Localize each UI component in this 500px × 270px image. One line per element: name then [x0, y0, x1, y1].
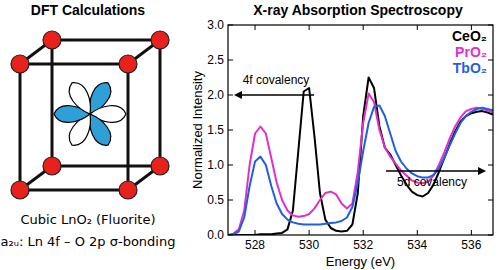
- y-tick: [228, 200, 233, 201]
- x-tick-top: [417, 25, 418, 30]
- y-axis-label: Normalized Intensity: [190, 71, 205, 189]
- y-tick: [228, 165, 233, 166]
- oxygen-atom: [11, 181, 29, 199]
- x-tick-label: 536: [461, 238, 481, 252]
- legend-entry: CeO₂: [452, 28, 487, 44]
- diagram-title: DFT Calculations: [31, 2, 146, 18]
- oxygen-atom: [119, 55, 137, 73]
- y-tick-label: 1.5: [207, 123, 224, 137]
- cube-front-face: [20, 64, 128, 190]
- series-line: [228, 94, 493, 235]
- y-tick-label: 2.5: [207, 53, 224, 67]
- x-tick: [471, 230, 472, 235]
- oxygen-atom: [43, 31, 61, 49]
- cube-back-face: [52, 40, 160, 166]
- y-tick-right: [488, 200, 493, 201]
- legend: CeO₂PrO₂TbO₂: [452, 28, 487, 76]
- oxygen-atom: [119, 181, 137, 199]
- annotation: 4f covalency: [243, 73, 310, 87]
- x-tick: [309, 230, 310, 235]
- y-tick-label: 1.0: [207, 158, 224, 172]
- y-tick-right: [488, 60, 493, 61]
- y-tick: [228, 95, 233, 96]
- x-tick-label: 528: [245, 238, 265, 252]
- x-tick: [363, 230, 364, 235]
- y-tick: [228, 60, 233, 61]
- oxygen-atom: [11, 55, 29, 73]
- x-tick-top: [255, 25, 256, 30]
- annotation-arrow: [386, 170, 484, 171]
- y-tick-label: 2.0: [207, 88, 224, 102]
- diagram-caption: Cubic LnO₂ (Fluorite): [21, 212, 156, 227]
- x-tick: [417, 230, 418, 235]
- oxygen-atom: [43, 157, 61, 175]
- legend-entry: PrO₂: [455, 44, 487, 60]
- y-tick-label: 0.5: [207, 193, 224, 207]
- series-lines: [228, 78, 493, 236]
- legend-entry: TbO₂: [453, 60, 487, 76]
- orbital-lobe: [65, 79, 98, 119]
- x-axis-label: Energy (eV): [326, 254, 395, 269]
- y-tick-label: 0.0: [207, 228, 224, 242]
- x-tick-top: [309, 25, 310, 30]
- figure: DFT Calculations Cubic LnO₂ (Fluorite) a₂ᵤ…: [0, 0, 500, 270]
- annotation-arrow: [236, 94, 314, 95]
- y-tick: [228, 25, 233, 26]
- y-tick-right: [488, 95, 493, 96]
- y-tick-right: [488, 130, 493, 131]
- y-tick: [228, 130, 233, 131]
- y-tick-label: 3.0: [207, 18, 224, 32]
- oxygen-atom: [151, 31, 169, 49]
- y-tick-right: [488, 235, 493, 236]
- f-orbital: [54, 79, 126, 150]
- diagram-caption: a₂ᵤ: Ln 4f – O 2p σ-bonding: [1, 234, 176, 249]
- x-tick-label: 532: [353, 238, 373, 252]
- y-tick: [228, 235, 233, 236]
- x-tick-label: 530: [299, 238, 319, 252]
- series-line: [228, 78, 493, 236]
- plot-frame: [228, 25, 493, 235]
- y-tick-right: [488, 165, 493, 166]
- x-tick-label: 534: [407, 238, 427, 252]
- oxygen-atom: [151, 157, 169, 175]
- x-tick-top: [363, 25, 364, 30]
- y-tick-right: [488, 25, 493, 26]
- annotation: 5d covalency: [397, 175, 467, 189]
- chart-title: X-ray Absorption Spectroscopy: [253, 2, 463, 18]
- x-tick: [255, 230, 256, 235]
- series-line: [228, 106, 493, 236]
- cube: [20, 40, 160, 190]
